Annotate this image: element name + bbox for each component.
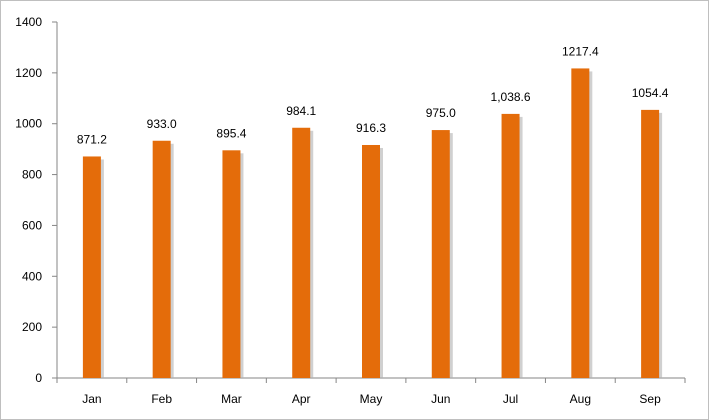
- bar: [82, 156, 101, 378]
- x-tick-label: Sep: [639, 392, 661, 406]
- data-label: 916.3: [356, 121, 386, 135]
- y-tick-label: 600: [22, 218, 42, 232]
- y-tick-label: 1400: [15, 15, 42, 29]
- y-tick-label: 0: [35, 371, 42, 385]
- bar: [501, 113, 520, 378]
- y-tick-label: 1200: [15, 66, 42, 80]
- x-tick-label: Jul: [503, 392, 518, 406]
- x-tick-label: Aug: [570, 392, 591, 406]
- data-label: 1,038.6: [491, 90, 531, 104]
- data-label: 933.0: [147, 117, 177, 131]
- y-axis: 0 200 400 600 800 1000 1200 1400: [15, 15, 58, 385]
- data-label: 1217.4: [562, 44, 599, 58]
- data-label: 895.4: [216, 126, 246, 140]
- bar: [362, 144, 380, 378]
- x-axis: Jan Feb Mar Apr May Jun Jul Aug Sep: [56, 377, 686, 406]
- x-tick-label: Jun: [431, 392, 450, 406]
- y-tick-label: 200: [22, 320, 42, 334]
- bar: [152, 140, 171, 378]
- x-tick-label: May: [360, 392, 383, 406]
- x-tick-label: Apr: [292, 392, 311, 406]
- data-label: 975.0: [426, 106, 456, 120]
- bar: [431, 130, 450, 378]
- x-tick-label: Feb: [151, 392, 172, 406]
- x-tick-label: Mar: [221, 392, 242, 406]
- y-tick-label: 400: [22, 269, 42, 283]
- bar: [292, 127, 311, 378]
- data-labels: 871.2 933.0 895.4 984.1 916.3 975.0 1,038.6 121…: [77, 44, 669, 146]
- bars: [82, 68, 663, 379]
- bar: [571, 68, 590, 379]
- y-tick-label: 1000: [15, 117, 42, 131]
- bar: [222, 150, 241, 378]
- x-tick-label: Jan: [82, 392, 101, 406]
- data-label: 1054.4: [632, 86, 669, 100]
- data-label: 871.2: [77, 132, 107, 146]
- data-label: 984.1: [286, 104, 316, 118]
- bar: [641, 109, 660, 379]
- y-tick-label: 800: [22, 168, 42, 182]
